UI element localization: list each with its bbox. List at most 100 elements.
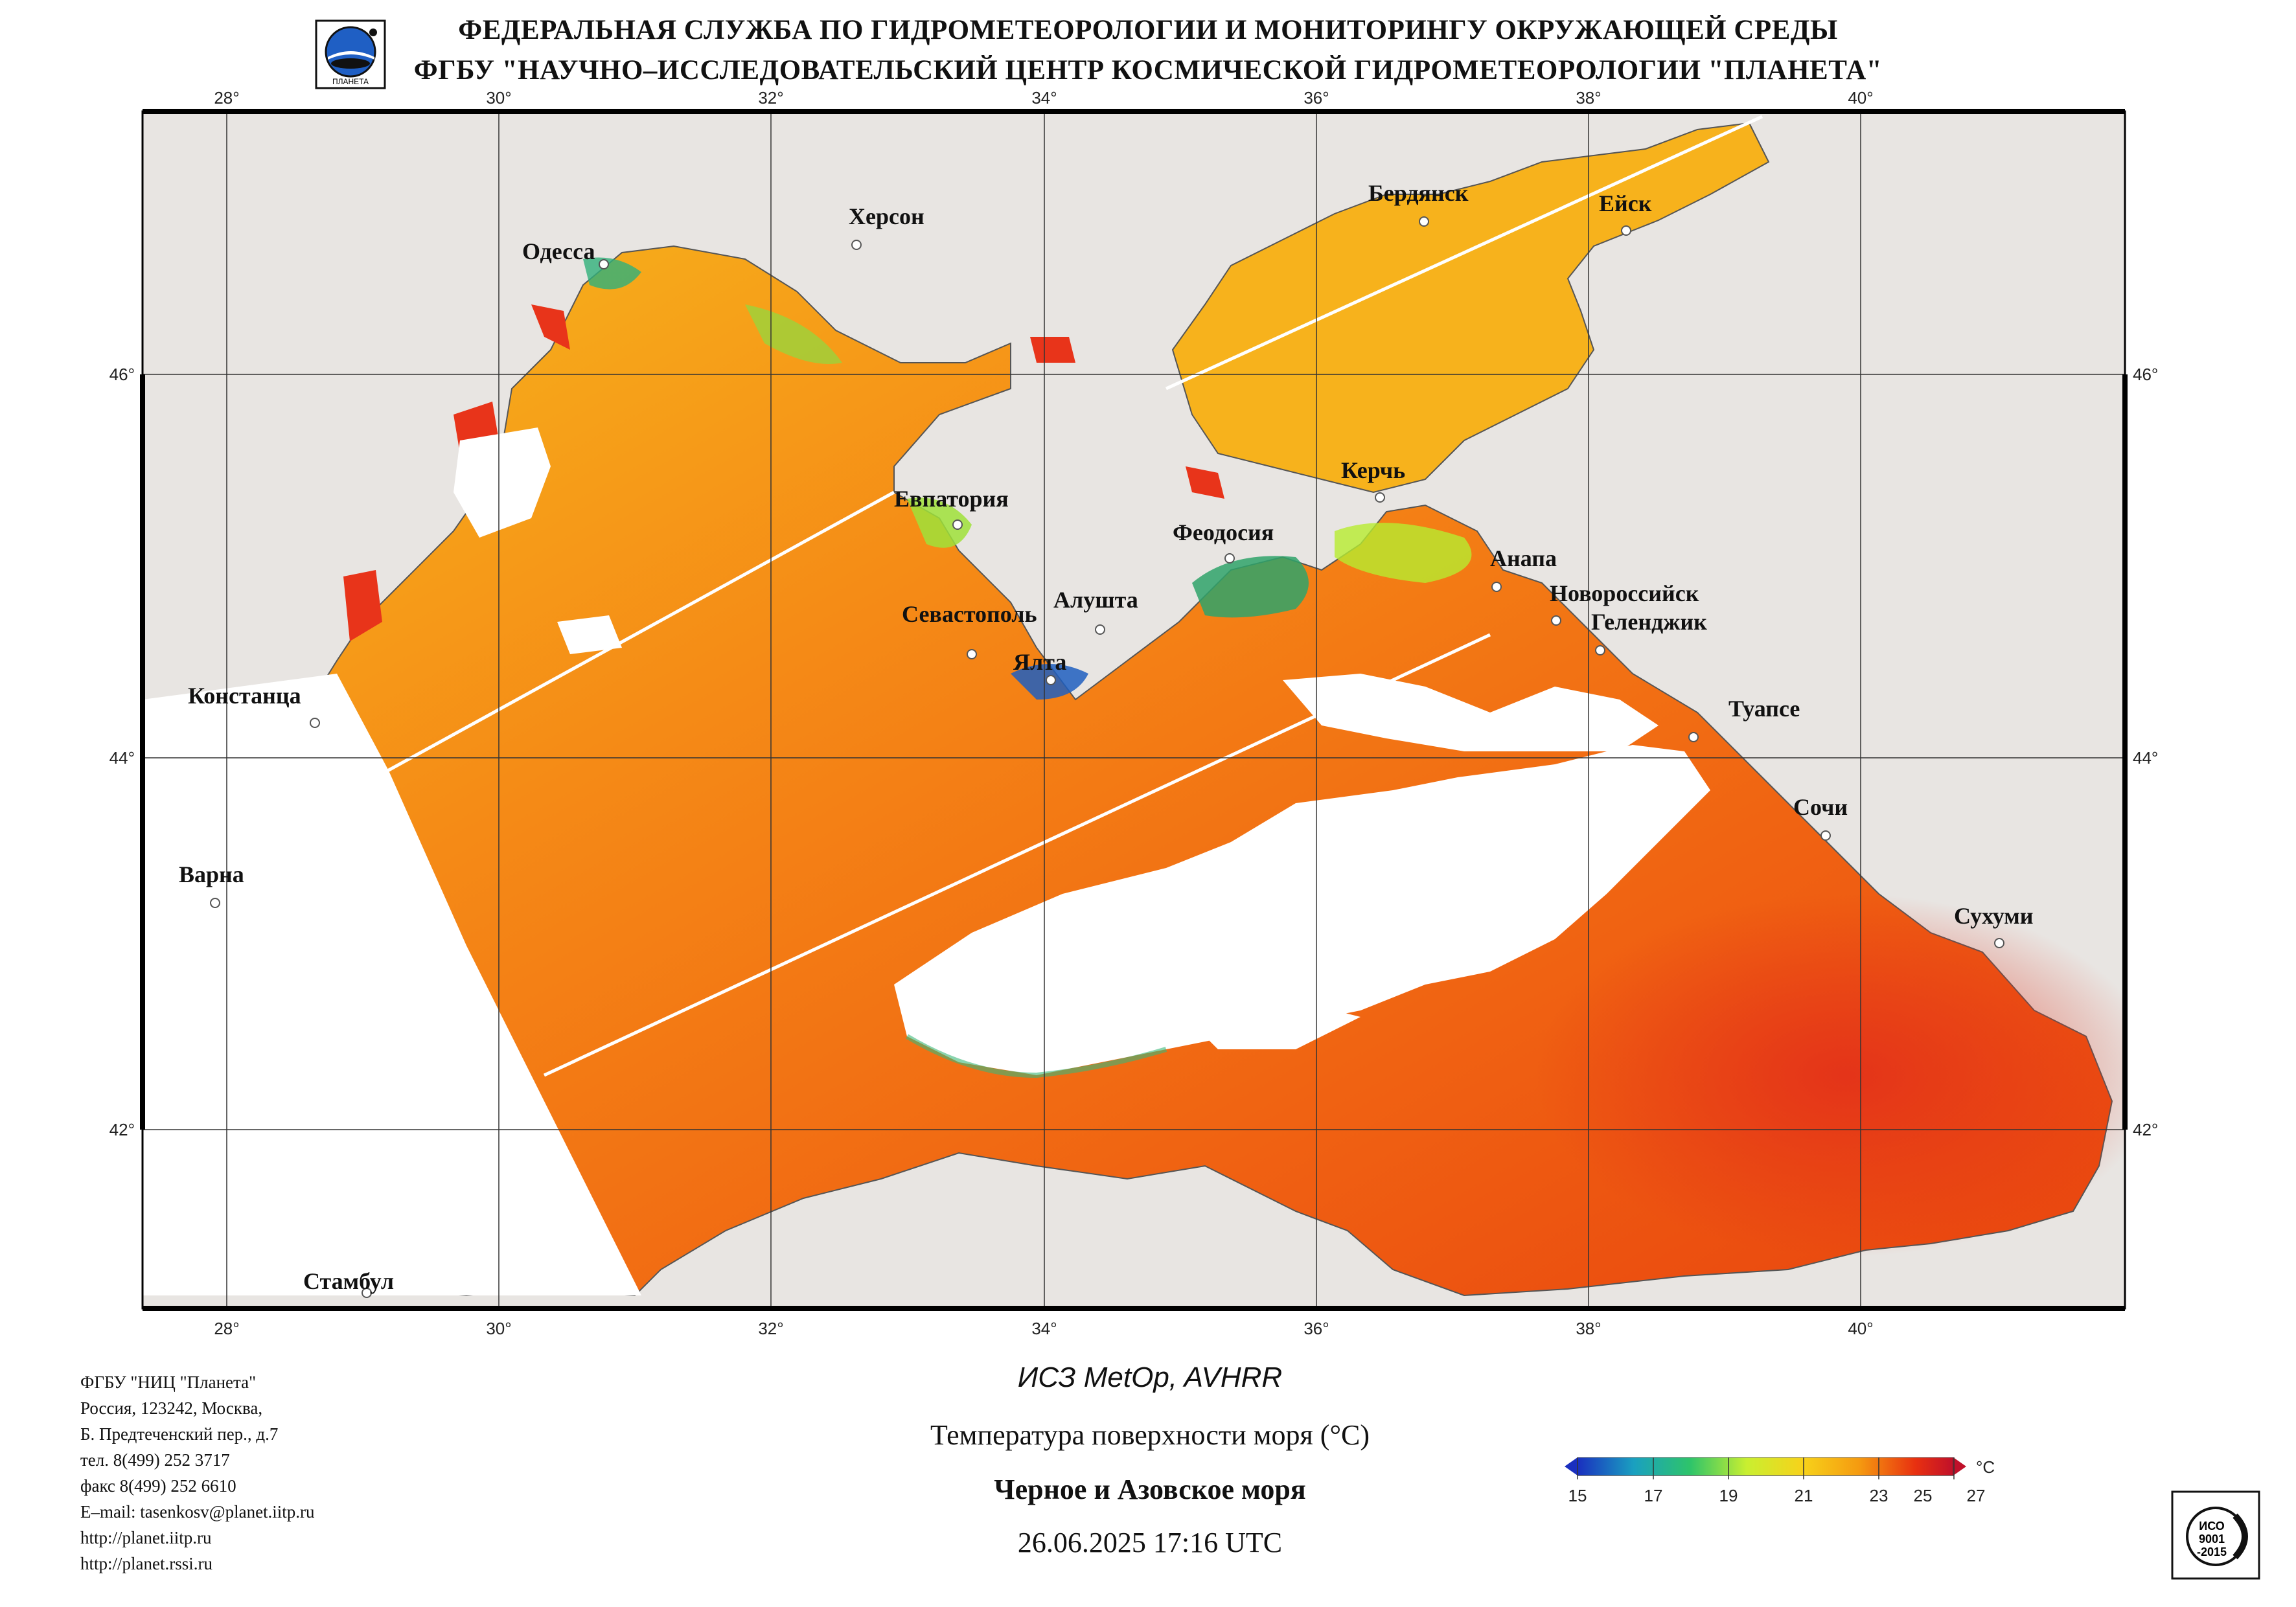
org-line: факс 8(499) 252 6610 (80, 1476, 236, 1496)
org-line: тел. 8(499) 252 3717 (80, 1450, 230, 1470)
city-label: Варна (179, 861, 244, 887)
cool-patch-kerch (1335, 523, 1472, 583)
city-label: Сочи (1793, 794, 1848, 820)
cloud-fringe (905, 1034, 1167, 1078)
city-label: Одесса (522, 238, 595, 264)
city-label: Геленджик (1591, 609, 1707, 635)
lon-tick: 36° (1303, 88, 1329, 108)
swath-line-1 (374, 490, 895, 779)
lon-tick: 34° (1031, 88, 1057, 108)
cool-patch-evpatoria (907, 497, 972, 548)
lon-tick: 30° (486, 88, 511, 108)
city-labels: Одесса Херсон Бердянск Ейск Евпатория Ке… (179, 180, 2034, 1294)
cloud-east (1283, 674, 1659, 751)
lagoon-3 (343, 570, 382, 641)
planeta-globe-logo-icon: ПЛАНЕТА (315, 19, 386, 89)
cloud-northwest (453, 427, 551, 538)
color-scale-gradient (1577, 1457, 1954, 1476)
warm-eddy (1535, 894, 2125, 1257)
lon-tick: 36° (1303, 1319, 1329, 1338)
city-label: Констанца (188, 683, 301, 709)
lon-tick: 40° (1848, 1319, 1873, 1338)
scale-tick-label: 17 (1644, 1486, 1663, 1505)
datetime-label: 26.06.2025 17:16 UTC (1017, 1527, 1283, 1558)
svg-text:ПЛАНЕТА: ПЛАНЕТА (332, 77, 369, 86)
parameter-label: Температура поверхности моря (°С) (930, 1419, 1370, 1451)
cloud-south (1179, 997, 1360, 1049)
org-line: E–mail: tasenkosv@planet.iitp.ru (80, 1502, 315, 1522)
scale-tick-label: 27 (1967, 1486, 1986, 1505)
nodata-west (143, 674, 641, 1295)
lagoon-4 (1030, 337, 1075, 363)
header-line-2: ФГБУ "НАУЧНО–ИССЛЕДОВАТЕЛЬСКИЙ ЦЕНТР КОС… (413, 55, 1883, 85)
city-label: Бердянск (1368, 180, 1469, 206)
cool-patch-northwest (745, 304, 842, 364)
graticule (143, 111, 2125, 1308)
frame-border-ticks (140, 109, 2128, 1311)
city-label: Евпатория (894, 486, 1009, 512)
org-line: Россия, 123242, Москва, (80, 1398, 263, 1418)
cert-text: 9001 (2199, 1533, 2225, 1545)
color-scale-legend: 15 17 19 21 23 25 27 °С (1565, 1457, 1995, 1505)
lon-tick: 32° (758, 88, 783, 108)
color-scale-bar (1565, 1457, 1578, 1476)
city-label: Новороссийск (1550, 580, 1699, 606)
city-label: Сухуми (1954, 903, 2034, 929)
scale-tick-label: 15 (1568, 1486, 1587, 1505)
scale-tick-label: 23 (1870, 1486, 1888, 1505)
iso-certificate-icon: ИСО 9001 -2015 (2171, 1490, 2260, 1580)
city-label: Феодосия (1173, 519, 1274, 545)
cities (210, 216, 2004, 1298)
city-label: Севастополь (902, 601, 1037, 627)
cert-text: -2015 (2197, 1545, 2227, 1558)
scale-tick-label: 25 (1914, 1486, 1933, 1505)
color-scale-arrow-right (1953, 1457, 1966, 1476)
city-label: Ялта (1013, 649, 1066, 675)
lon-tick: 38° (1576, 1319, 1601, 1338)
lon-tick: 40° (1848, 88, 1873, 108)
lat-tick: 44° (2133, 748, 2158, 768)
cloud-crimea-south (557, 615, 622, 654)
scale-tick-label: 19 (1719, 1486, 1738, 1505)
cool-patch-crimea (1192, 556, 1309, 618)
lon-tick: 32° (758, 1319, 783, 1338)
lon-tick: 34° (1031, 1319, 1057, 1338)
swath-line-2 (543, 633, 1491, 1077)
cloud-central-1 (894, 745, 1710, 1075)
city-label: Алушта (1053, 587, 1138, 613)
lon-tick: 30° (486, 1319, 511, 1338)
sea-of-azov (1171, 122, 1770, 494)
cool-patch-odessa (583, 257, 641, 290)
lagoon-1 (531, 304, 570, 350)
lat-tick: 46° (109, 365, 135, 384)
organization-info: ФГБУ "НИЦ "Планета" Россия, 123242, Моск… (80, 1369, 315, 1577)
city-label: Ейск (1599, 190, 1652, 216)
city-label: Керчь (1341, 457, 1405, 483)
scale-unit: °С (1976, 1457, 1995, 1477)
city-label: Туапсе (1728, 696, 1800, 722)
lat-tick: 42° (109, 1120, 135, 1139)
lon-tick: 28° (214, 1319, 239, 1338)
lat-ticks-right: 46° 44° 42° (2133, 365, 2158, 1139)
lat-tick: 44° (109, 748, 135, 768)
org-link[interactable]: http://planet.iitp.ru (80, 1528, 212, 1547)
swath-line-3 (1165, 115, 1763, 391)
lon-ticks-bottom: 28° 30° 32° 34° 36° 38° 40° (214, 1319, 1873, 1338)
lon-ticks-top: 28° 30° 32° 34° 36° 38° 40° (214, 88, 1873, 108)
lon-tick: 28° (214, 88, 239, 108)
cert-text: ИСО (2199, 1520, 2225, 1533)
scale-tick-marks (1577, 1457, 1955, 1479)
scale-tick-label: 21 (1795, 1486, 1813, 1505)
city-label: Херсон (849, 203, 924, 229)
lat-tick: 42° (2133, 1120, 2158, 1139)
satellite-label: ИСЗ MetOp, AVHRR (1017, 1362, 1283, 1393)
city-label: Анапа (1490, 545, 1557, 571)
org-line: Б. Предтеченский пер., д.7 (80, 1424, 279, 1444)
header-line-1: ФЕДЕРАЛЬНАЯ СЛУЖБА ПО ГИДРОМЕТЕОРОЛОГИИ … (458, 15, 1838, 45)
org-line: ФГБУ "НИЦ "Планета" (80, 1373, 257, 1392)
city-label: Стамбул (303, 1268, 394, 1294)
org-link[interactable]: http://planet.rssi.ru (80, 1554, 212, 1573)
lat-ticks-left: 46° 44° 42° (109, 365, 135, 1139)
region-label: Черное и Азовское моря (994, 1474, 1306, 1505)
